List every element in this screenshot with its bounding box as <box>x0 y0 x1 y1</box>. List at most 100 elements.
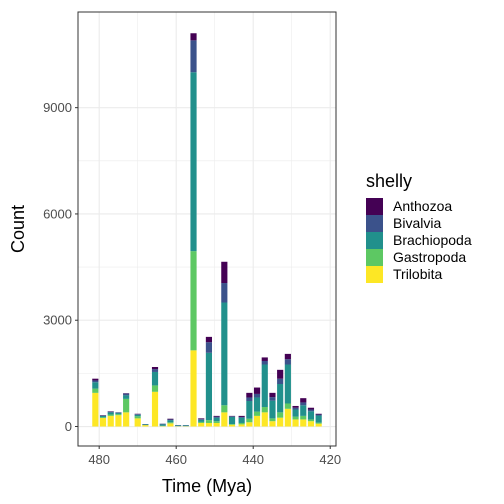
bar-segment-gastropoda <box>246 418 253 423</box>
bar-segment-gastropoda <box>300 415 307 420</box>
bar-segment-gastropoda <box>221 405 228 413</box>
legend-items: AnthozoaBivalviaBrachiopodaGastropodaTri… <box>366 198 472 283</box>
bar-segment-trilobita <box>92 392 99 427</box>
y-tick-label: 0 <box>65 419 72 434</box>
bar-segment-trilobita <box>134 418 141 427</box>
bar-segment-anthozoa <box>253 387 261 394</box>
bar-segment-brachiopoda <box>107 412 114 415</box>
legend: shelly AnthozoaBivalviaBrachiopodaGastro… <box>366 171 472 283</box>
bar-segment-gastropoda <box>151 385 159 392</box>
bar-segment-brachiopoda <box>182 425 189 427</box>
bar-segment-brachiopoda <box>115 413 122 415</box>
bar-segment-trilobita <box>300 419 307 427</box>
bar-segment-bivalvia <box>213 416 220 418</box>
bar-segment-gastropoda <box>269 418 276 422</box>
bar-segment-anthozoa <box>221 261 228 284</box>
bar-segment-bivalvia <box>315 414 322 416</box>
bar-segment-gastropoda <box>190 251 197 351</box>
ticks-layer: 0 3000 6000 9000 480 460 440 420 <box>43 100 341 467</box>
bar-segment-anthozoa <box>238 415 245 417</box>
bar-segment-gastropoda <box>253 411 261 416</box>
bar-segment-brachiopoda <box>159 424 166 426</box>
legend-title: shelly <box>366 171 412 191</box>
bar-segment-bivalvia <box>246 397 253 402</box>
bar-segment-trilobita <box>123 412 130 427</box>
legend-key-bivalvia <box>366 215 383 232</box>
bar-segment-anthozoa <box>151 366 159 370</box>
legend-key-trilobita <box>366 266 383 283</box>
legend-item-trilobita: Trilobita <box>366 266 442 283</box>
bar-segment-trilobita <box>277 417 284 427</box>
bar-segment-anthozoa <box>307 407 315 410</box>
bar-segment-brachiopoda <box>292 409 299 417</box>
bar-segment-brachiopoda <box>228 416 236 425</box>
bar-segment-bivalvia <box>269 397 276 401</box>
bar-segment-anthozoa <box>167 418 174 420</box>
x-tick-label: 480 <box>88 452 110 467</box>
bar-segment-bivalvia <box>167 419 174 421</box>
bar-segment-anthozoa <box>261 357 268 361</box>
bar-segment-gastropoda <box>261 407 268 413</box>
bar-segment-brachiopoda <box>99 415 107 418</box>
bar-segment-brachiopoda <box>167 420 174 423</box>
bar-segment-trilobita <box>142 425 149 427</box>
x-tick-label: 460 <box>165 452 187 467</box>
bar-segment-trilobita <box>261 412 268 427</box>
bar-segment-trilobita <box>269 421 276 427</box>
bar-segment-gastropoda <box>134 416 141 419</box>
legend-label: Brachiopoda <box>393 232 472 248</box>
bar-segment-anthozoa <box>292 405 299 408</box>
bar-segment-brachiopoda <box>261 364 268 408</box>
bar-segment-gastropoda <box>107 414 114 416</box>
bar-segment-gastropoda <box>198 421 205 423</box>
bar-segment-bivalvia <box>198 419 205 420</box>
legend-key-anthozoa <box>366 198 383 215</box>
bar-segment-anthozoa <box>92 378 99 381</box>
bar-segment-anthozoa <box>198 418 205 420</box>
bar-segment-trilobita <box>228 424 236 427</box>
bar-segment-bivalvia <box>190 40 197 73</box>
bar-segment-bivalvia <box>123 393 130 396</box>
bar-segment-trilobita <box>205 422 213 427</box>
bar-segment-brachiopoda <box>123 395 130 399</box>
bar-segment-trilobita <box>190 350 197 427</box>
bar-segment-brachiopoda <box>213 417 220 422</box>
legend-label: Anthozoa <box>393 198 452 214</box>
legend-item-bivalvia: Bivalvia <box>366 215 441 232</box>
bar-segment-gastropoda <box>284 403 291 409</box>
bar-segment-bivalvia <box>253 393 261 398</box>
bar-segment-trilobita <box>213 422 220 427</box>
bar-segment-trilobita <box>221 412 228 427</box>
bar-segment-gastropoda <box>167 422 174 424</box>
bar-segment-bivalvia <box>115 412 122 414</box>
x-tick-label: 440 <box>242 452 264 467</box>
bar-segment-gastropoda <box>92 388 99 393</box>
legend-label: Trilobita <box>393 266 442 282</box>
bar-segment-anthozoa <box>277 369 284 379</box>
bar-segment-brachiopoda <box>151 371 159 386</box>
bars-layer <box>92 33 322 427</box>
bar-segment-brachiopoda <box>269 400 276 419</box>
bar-segment-bivalvia <box>292 407 299 410</box>
bar-segment-anthozoa <box>246 392 253 398</box>
bar-segment-gastropoda <box>315 422 322 424</box>
bar-segment-brachiopoda <box>190 72 197 252</box>
bar-segment-bivalvia <box>238 416 245 418</box>
bar-segment-trilobita <box>246 422 253 427</box>
bar-segment-brachiopoda <box>253 397 261 412</box>
bar-segment-trilobita <box>198 422 205 427</box>
bar-segment-brachiopoda <box>277 384 284 413</box>
legend-label: Gastropoda <box>393 249 466 265</box>
bar-segment-trilobita <box>307 421 315 427</box>
bar-segment-trilobita <box>315 423 322 427</box>
bar-segment-gastropoda <box>99 417 107 419</box>
bar-segment-gastropoda <box>228 424 236 425</box>
bar-segment-trilobita <box>99 418 107 427</box>
bar-segment-trilobita <box>107 415 114 427</box>
x-tick-label: 420 <box>319 452 341 467</box>
legend-item-gastropoda: Gastropoda <box>366 249 466 266</box>
bar-segment-trilobita <box>238 424 245 427</box>
bar-segment-gastropoda <box>213 421 220 423</box>
legend-key-gastropoda <box>366 249 383 266</box>
bar-segment-anthozoa <box>315 413 322 415</box>
